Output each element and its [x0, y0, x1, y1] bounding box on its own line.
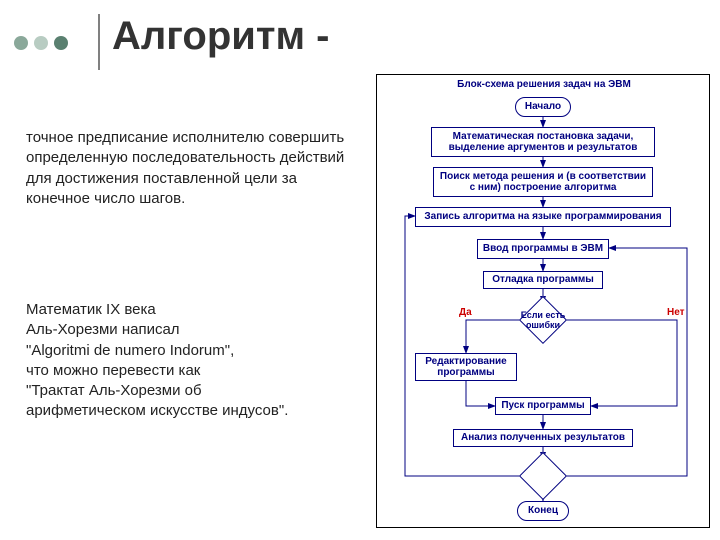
slide: Алгоритм - точное предписание исполнител… [0, 0, 720, 540]
flowchart: Блок-схема решения задач на ЭВМ Начало Ма… [376, 74, 710, 528]
page-title: Алгоритм - [112, 14, 330, 59]
history-text: Математик IX века Аль-Хорезми написал "A… [26, 300, 366, 422]
decision-no-label: Нет [667, 307, 685, 318]
title-bullets [14, 36, 68, 50]
definition-text: точное предписание исполнителю совершить… [26, 128, 346, 209]
flow-terminator: Начало [515, 97, 571, 117]
flow-process: Анализ полученных результатов [453, 429, 633, 447]
flow-process: Математическая постановка задачи, выделе… [431, 127, 655, 157]
flow-process: Ввод программы в ЭВМ [477, 239, 609, 259]
flow-decision: Если есть ошибки [526, 303, 560, 337]
flow-decision [526, 459, 560, 493]
flow-process: Отладка программы [483, 271, 603, 289]
bullet-dot [34, 36, 48, 50]
flowchart-title: Блок-схема решения задач на ЭВМ [377, 79, 711, 90]
flow-process: Пуск программы [495, 397, 591, 415]
flow-process: Редактирование программы [415, 353, 517, 381]
bullet-dot [54, 36, 68, 50]
decision-yes-label: Да [459, 307, 472, 318]
flow-terminator: Конец [517, 501, 569, 521]
flow-process: Запись алгоритма на языке программирован… [415, 207, 671, 227]
title-divider [98, 14, 100, 70]
bullet-dot [14, 36, 28, 50]
flow-process: Поиск метода решения и (в соответствии с… [433, 167, 653, 197]
